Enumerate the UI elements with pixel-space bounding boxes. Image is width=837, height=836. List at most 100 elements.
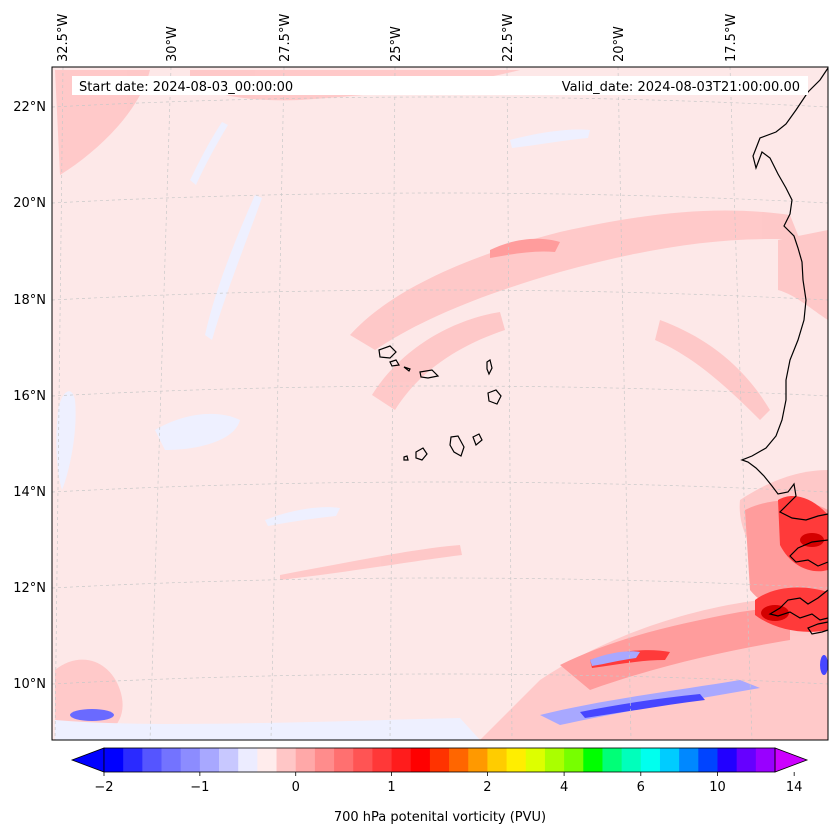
- neg-streak-1: [205, 195, 262, 340]
- neg-strong-band: [580, 694, 705, 718]
- colorbar-bin: [353, 748, 373, 772]
- colorbar-bin: [314, 748, 335, 772]
- neg-patch-central-west: [155, 413, 240, 450]
- colorbar-bin: [391, 748, 412, 772]
- meridian-32-5w: [54, 66, 64, 741]
- lon-label-17-5w: 17.5°W: [724, 14, 739, 62]
- lat-label-22n: 22°N: [13, 100, 46, 115]
- graticule: [51, 66, 829, 741]
- colorbar-bin: [449, 748, 469, 772]
- colorbar-tick-label: 14: [786, 780, 803, 795]
- colorbar-bin: [334, 748, 354, 772]
- parallel-14n: [51, 481, 829, 493]
- meridian-20w: [617, 66, 632, 741]
- lat-label-16n: 16°N: [13, 389, 46, 404]
- colorbar-tick-label: 4: [560, 780, 568, 795]
- parallel-16n: [51, 385, 829, 397]
- meridian-30w: [149, 66, 172, 741]
- colorbar-tick-label: −2: [94, 780, 113, 795]
- pv-moderate-south: [560, 605, 790, 690]
- lat-label-18n: 18°N: [13, 293, 46, 308]
- colorbar-bin: [372, 748, 392, 772]
- colorbar-bin: [410, 748, 431, 772]
- colorbar-extend-low: [70, 747, 105, 773]
- colorbar-bin: [736, 748, 757, 772]
- neg-moderate-mid: [590, 651, 640, 666]
- colorbar-bin: [257, 748, 277, 772]
- island-fogo: [415, 447, 428, 461]
- neg-band-south: [55, 718, 480, 740]
- colorbar-bin: [755, 748, 776, 772]
- neg-strong-coast: [820, 655, 828, 675]
- pv-extreme-core-1: [761, 605, 789, 621]
- colorbar-bin: [468, 748, 488, 772]
- start-date-label: Start date: 2024-08-03_00:00:00: [79, 80, 293, 95]
- colorbar-bin: [180, 748, 201, 772]
- lat-label-14n: 14°N: [13, 485, 46, 500]
- lon-label-25w: 25°W: [389, 26, 404, 62]
- colorbar-bin: [219, 748, 239, 772]
- colorbar-tick-label: 10: [709, 780, 726, 795]
- colorbar-tick-label: 2: [483, 780, 491, 795]
- neg-streak-2: [190, 122, 228, 185]
- parallel-12n: [51, 577, 829, 589]
- colorbar-tick-label: 6: [637, 780, 645, 795]
- lon-label-22-5w: 22.5°W: [501, 14, 516, 62]
- map-frame: [51, 66, 829, 741]
- meridian-22-5w: [506, 66, 513, 741]
- lon-label-20w: 20°W: [612, 26, 627, 62]
- colorbar-bin: [429, 748, 450, 772]
- pv-band-southwest: [55, 659, 123, 740]
- pv-band-north-arc: [350, 210, 800, 350]
- lon-label-32-5w: 32.5°W: [56, 14, 71, 62]
- header-background: [72, 76, 808, 95]
- pv-strong-coast-upper: [778, 495, 828, 572]
- latitude-labels: 22°N 20°N 18°N 16°N 14°N 12°N 10°N: [13, 100, 46, 692]
- island-maio: [472, 433, 483, 447]
- pv-extreme-core-2: [800, 533, 824, 547]
- neg-streak-south: [265, 507, 340, 526]
- pv-band-east: [655, 320, 770, 420]
- parallel-22n: [51, 96, 829, 108]
- parallel-18n: [51, 289, 829, 301]
- parallel-10n: [51, 673, 829, 685]
- coastline-gambia-guinea-bissau: [768, 539, 829, 635]
- lon-label-30w: 30°W: [165, 26, 180, 62]
- colorbar-extend-high: [774, 747, 809, 773]
- pv-streak-mid: [280, 545, 462, 580]
- meridian-25w: [389, 66, 396, 741]
- island-sal: [486, 359, 493, 376]
- colorbar-bin: [295, 748, 316, 772]
- colorbar-bin: [544, 748, 565, 772]
- neg-patch-west: [56, 391, 76, 490]
- longitude-labels: 32.5°W 30°W 27.5°W 25°W 22.5°W 20°W 17.5…: [56, 14, 739, 62]
- colorbar-bin: [161, 748, 182, 772]
- colorbar-tick-label: 0: [292, 780, 300, 795]
- colorbar-tick-label: 1: [387, 780, 395, 795]
- colorbar-bin: [123, 748, 143, 772]
- meridian-27-5w: [270, 66, 285, 741]
- colorbar-ticks: −2 −1 0 1 2 4 6 10 14: [94, 772, 802, 795]
- header-box: Start date: 2024-08-03_00:00:00 Valid_da…: [72, 76, 808, 95]
- colorbar-bin: [142, 748, 162, 772]
- coastline-mauritania-senegal: [740, 67, 829, 521]
- colorbar-bin: [717, 748, 738, 772]
- negative-pv-south: [70, 651, 828, 725]
- island-santo-antao: [378, 345, 397, 359]
- colorbar-bin: [583, 748, 603, 772]
- colorbar-bin: [602, 748, 623, 772]
- island-santa-luzia: [403, 366, 411, 372]
- map-panel: Start date: 2024-08-03_00:00:00 Valid_da…: [51, 66, 829, 741]
- cape-verde-islands: [378, 345, 502, 461]
- colorbar-bin: [199, 748, 220, 772]
- colorbar-bin: [104, 748, 124, 772]
- weak-negative-pv: [55, 122, 590, 740]
- colorbar-bin: [276, 748, 297, 772]
- island-sao-vicente: [389, 359, 400, 367]
- colorbar-label: 700 hPa potenital vorticity (PVU): [334, 810, 546, 825]
- colorbar-bin: [659, 748, 680, 772]
- pv-band-central: [372, 312, 505, 410]
- neg-strong-west: [70, 709, 114, 721]
- pv-patch-northwest: [55, 70, 150, 175]
- colorbar-bin: [679, 748, 699, 772]
